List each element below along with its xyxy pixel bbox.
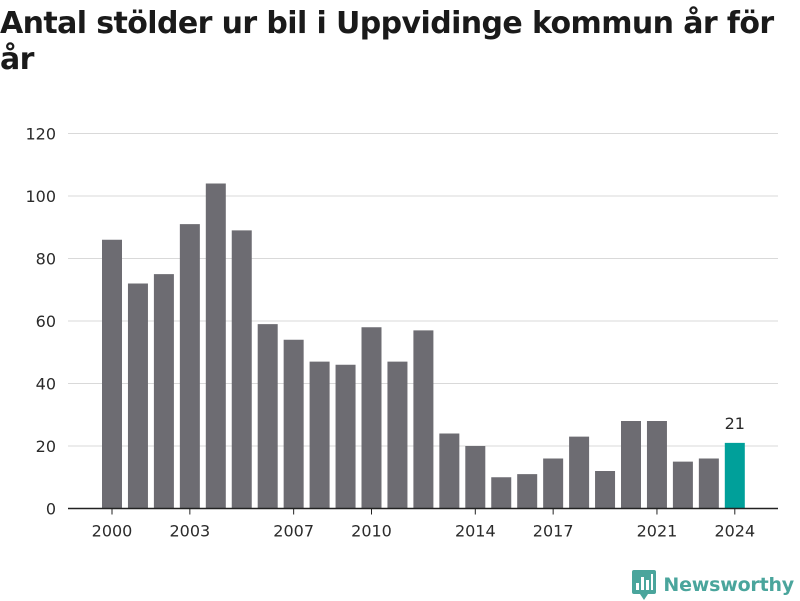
data-labels: 21 [725,414,745,433]
bar-2012 [413,330,434,509]
y-tick-label: 80 [36,250,56,269]
x-tick-label: 2024 [714,522,755,541]
bar-2010 [361,327,382,509]
y-tick-label: 100 [25,187,56,206]
x-tick-label: 2000 [92,522,133,541]
bar-2011 [387,361,408,509]
bar-2003 [179,224,200,509]
bars [102,183,745,509]
y-tick-label: 20 [36,437,56,456]
bar-2009 [335,364,356,509]
bar-2016 [517,474,538,509]
x-tick-label: 2010 [351,522,392,541]
bar-2014 [465,446,486,509]
bar-2018 [569,436,590,509]
x-tick-label: 2021 [637,522,678,541]
bar-chart-pin-icon [632,570,657,600]
bar-2002 [153,274,174,509]
bar-2000 [102,239,122,509]
y-tick-label: 120 [25,125,56,144]
bar-2021 [646,421,667,509]
y-axis-tick-labels: 0 20 40 60 80 100 120 [25,125,56,519]
bar-2001 [127,283,148,509]
newsworthy-logo: Newsworthy [632,569,794,601]
bar-2022 [672,461,693,509]
bar-2017 [543,458,564,509]
y-tick-label: 0 [46,500,56,519]
y-tick-label: 40 [36,375,56,394]
x-tick-label: 2007 [273,522,314,541]
bar-2020 [621,421,641,509]
y-tick-label: 60 [36,312,56,331]
bar-2008 [309,361,330,509]
x-tick-label: 2014 [455,522,496,541]
bar-2007 [283,339,304,509]
x-tick-label: 2017 [533,522,574,541]
x-axis-ticks: 2000 2003 2007 2010 2014 2017 2021 2024 [92,508,755,541]
brand-name: Newsworthy [663,574,794,596]
bar-2006 [257,324,278,509]
bar-2023 [698,458,719,509]
bar-2015 [491,477,512,509]
bar-2019 [595,471,616,509]
data-label-2024: 21 [725,414,745,433]
bar-2005 [231,230,252,509]
chart-title: Antal stölder ur bil i Uppvidinge kommun… [0,6,774,77]
x-tick-label: 2003 [169,522,210,541]
bar-2013 [439,433,460,509]
bar-2024 [724,442,745,509]
bar-2004 [205,183,226,509]
